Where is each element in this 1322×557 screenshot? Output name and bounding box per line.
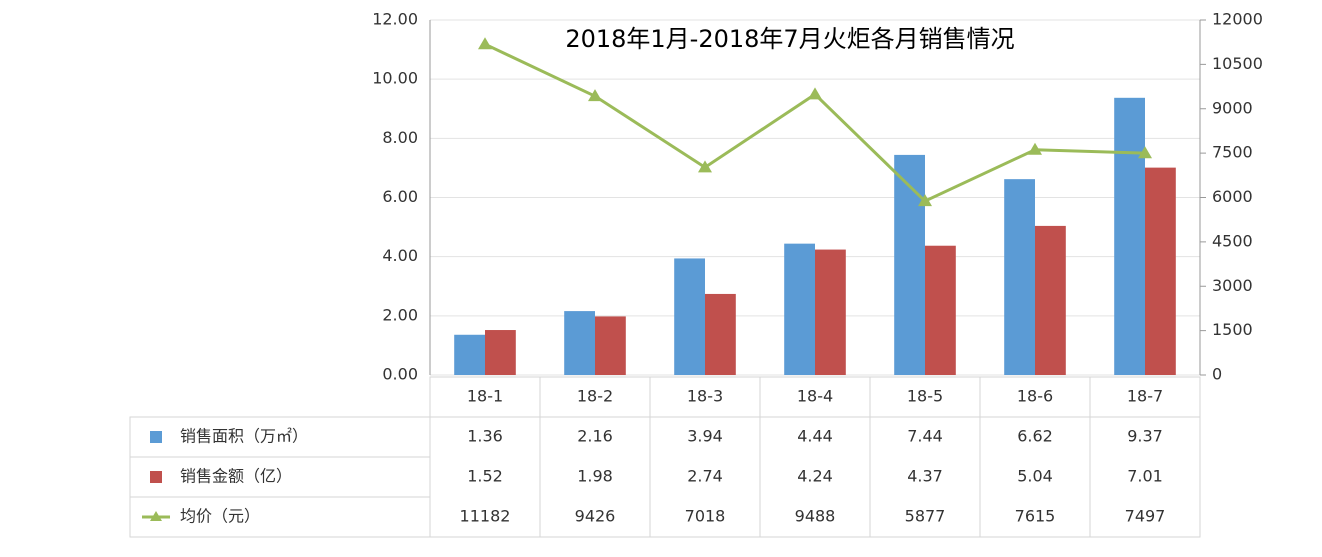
bar — [485, 330, 516, 375]
table-value: 5.04 — [1017, 467, 1053, 486]
x-tick-label: 18-3 — [687, 387, 723, 406]
y2-tick-label: 7500 — [1212, 143, 1253, 162]
x-tick-label: 18-7 — [1127, 387, 1163, 406]
y2-tick-label: 12000 — [1212, 10, 1263, 29]
marker — [698, 160, 712, 173]
marker — [1138, 146, 1152, 159]
y2-tick-label: 1500 — [1212, 320, 1253, 339]
table-value: 4.24 — [797, 467, 833, 486]
legend-swatch — [150, 471, 162, 483]
y2-tick-label: 9000 — [1212, 98, 1253, 117]
table-value: 7615 — [1015, 507, 1056, 526]
bar — [1114, 97, 1145, 375]
legend-swatch — [150, 511, 162, 521]
bar — [784, 243, 815, 375]
marker — [1028, 142, 1042, 155]
table-value: 1.36 — [467, 427, 503, 446]
table-value: 9488 — [795, 507, 836, 526]
y-tick-label: 10.00 — [372, 69, 418, 88]
table-value: 2.16 — [577, 427, 613, 446]
table-value: 1.98 — [577, 467, 613, 486]
x-tick-label: 18-1 — [467, 387, 503, 406]
table-value: 9426 — [575, 507, 616, 526]
table-value: 9.37 — [1127, 427, 1163, 446]
y2-tick-label: 3000 — [1212, 276, 1253, 295]
chart-title: 2018年1月-2018年7月火炬各月销售情况 — [565, 25, 1014, 53]
marker — [588, 89, 602, 102]
table-value: 7.44 — [907, 427, 943, 446]
table-value: 5877 — [905, 507, 946, 526]
marker — [478, 37, 492, 50]
x-tick-label: 18-6 — [1017, 387, 1053, 406]
table-value: 7497 — [1125, 507, 1166, 526]
x-tick-label: 18-4 — [797, 387, 833, 406]
marker — [918, 194, 932, 207]
bar — [815, 249, 846, 375]
bar — [595, 316, 626, 375]
legend-label: 销售面积（万㎡） — [180, 427, 308, 446]
x-tick-label: 18-5 — [907, 387, 943, 406]
legend-label: 均价（元） — [180, 507, 260, 526]
table-value: 2.74 — [687, 467, 723, 486]
table-value: 4.44 — [797, 427, 833, 446]
y-tick-label: 2.00 — [382, 305, 418, 324]
legend-label: 销售金额（亿） — [180, 467, 292, 486]
bar — [674, 258, 705, 375]
y2-tick-label: 10500 — [1212, 54, 1263, 73]
bar — [1145, 167, 1176, 375]
y2-tick-label: 4500 — [1212, 231, 1253, 250]
table-value: 6.62 — [1017, 427, 1053, 446]
table-value: 1.52 — [467, 467, 503, 486]
bar — [894, 154, 925, 375]
y-tick-label: 12.00 — [372, 10, 418, 29]
bar — [705, 293, 736, 375]
y-tick-label: 4.00 — [382, 246, 418, 265]
y2-tick-label: 0 — [1212, 365, 1222, 384]
x-tick-label: 18-2 — [577, 387, 613, 406]
bar — [1035, 225, 1066, 375]
y-tick-label: 6.00 — [382, 187, 418, 206]
bar — [454, 334, 485, 375]
table-value: 7.01 — [1127, 467, 1163, 486]
table-cell — [129, 496, 431, 538]
legend-swatch — [150, 431, 162, 443]
table-value: 7018 — [685, 507, 726, 526]
table-cell — [1089, 376, 1201, 538]
bar — [564, 311, 595, 375]
bar — [1004, 179, 1035, 375]
marker — [808, 87, 822, 100]
bar — [925, 245, 956, 375]
y-tick-label: 8.00 — [382, 128, 418, 147]
y2-tick-label: 6000 — [1212, 187, 1253, 206]
y-tick-label: 0.00 — [382, 365, 418, 384]
table-value: 11182 — [460, 507, 511, 526]
line — [484, 42, 1146, 203]
table-value: 3.94 — [687, 427, 723, 446]
table-value: 4.37 — [907, 467, 943, 486]
